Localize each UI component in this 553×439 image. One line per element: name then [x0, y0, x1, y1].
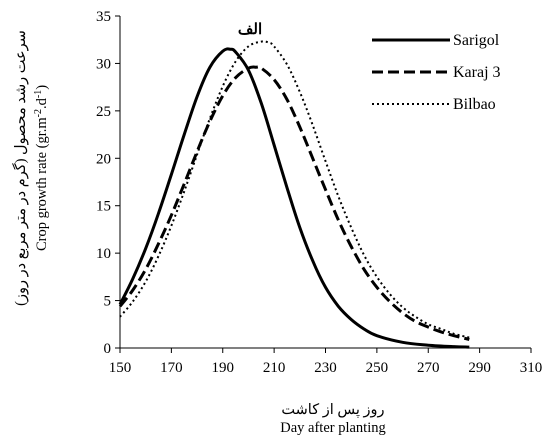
legend-label: Bilbao	[453, 96, 496, 113]
series-line-karaj-3	[118, 65, 470, 341]
series-line-bilbao	[119, 40, 470, 339]
y-tick-label: 0	[104, 341, 112, 357]
y-axis-ticks: 0 5 10 15 20 25 30 35	[96, 9, 120, 357]
y-axis-title-english-prefix: Crop growth rate (gr.m	[34, 117, 50, 251]
series-line-sarigol	[118, 47, 470, 349]
x-axis-title-persian: روز پس از کاشت	[281, 402, 384, 418]
y-tick-label: 30	[96, 56, 111, 72]
x-tick-label: 190	[212, 360, 235, 376]
y-axis-title-english-mid: .d	[34, 97, 50, 109]
y-axis-title-english-suffix: )	[34, 85, 50, 90]
x-tick-label: 210	[263, 360, 286, 376]
y-tick-label: 5	[104, 294, 112, 310]
y-tick-label: 20	[96, 151, 111, 167]
y-axis-title-english: Crop growth rate (gr.m-2.d-1)	[33, 85, 50, 251]
legend-label: Karaj 3	[453, 64, 501, 81]
y-axis-title-persian: سرعت رشد محصول (گرم در متر مربع در روز)	[11, 30, 29, 306]
y-tick-label: 35	[96, 9, 111, 25]
y-tick-label: 15	[96, 199, 111, 215]
x-axis-title-english: Day after planting	[280, 420, 386, 436]
x-tick-label: 250	[366, 360, 389, 376]
x-tick-label: 270	[417, 360, 440, 376]
y-axis-title-english-sup1: -2	[33, 109, 44, 117]
y-tick-label: 25	[96, 104, 111, 120]
x-tick-label: 170	[160, 360, 183, 376]
legend: Sarigol Karaj 3 Bilbao	[372, 32, 501, 113]
x-tick-label: 150	[109, 360, 132, 376]
legend-label: Sarigol	[453, 32, 500, 49]
y-tick-label: 10	[96, 246, 111, 262]
panel-label: الف	[238, 22, 262, 38]
x-axis-ticks: 150 170 190 210 230 250 270 290 310	[109, 348, 543, 376]
x-tick-label: 310	[520, 360, 543, 376]
x-tick-label: 230	[314, 360, 337, 376]
y-axis-title-english-sup2: -1	[33, 90, 44, 98]
x-tick-label: 290	[468, 360, 491, 376]
series-lines	[118, 40, 470, 349]
